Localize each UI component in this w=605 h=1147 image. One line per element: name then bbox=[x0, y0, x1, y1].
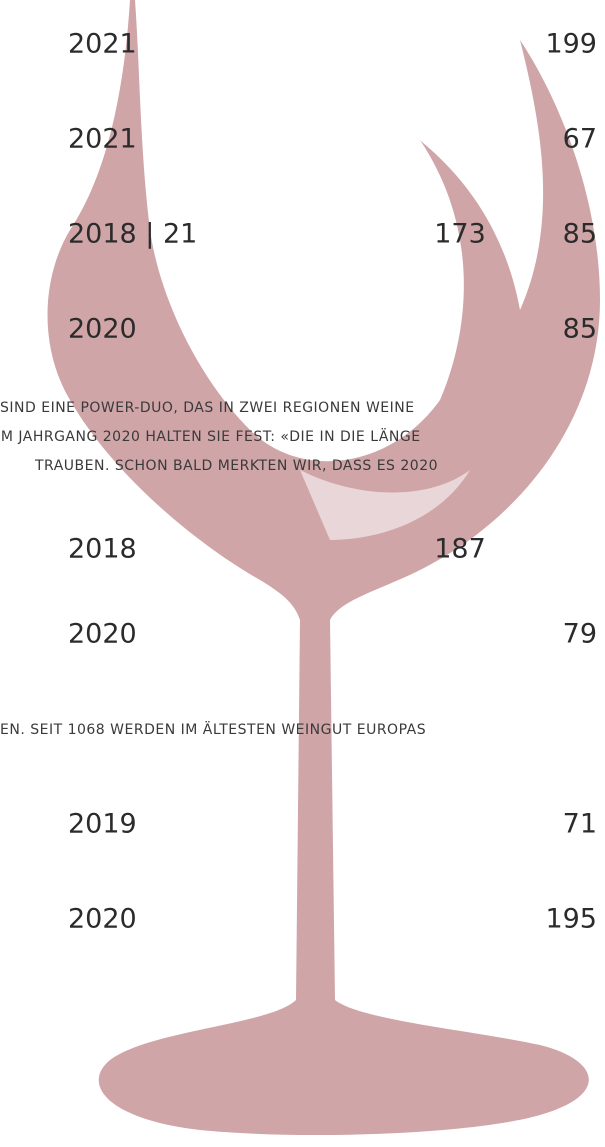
year: 2020 bbox=[68, 904, 137, 935]
price: 71 bbox=[563, 809, 597, 840]
year: 2021 bbox=[68, 29, 137, 60]
price: 85 bbox=[563, 314, 597, 345]
mid-price: 173 bbox=[434, 219, 486, 250]
year: 2018 bbox=[68, 534, 137, 565]
note-line: ZUM JAHRGANG 2020 HALTEN SIE FEST: «DIE … bbox=[0, 427, 421, 445]
mid-price: 187 bbox=[434, 534, 486, 565]
price: 199 bbox=[545, 29, 597, 60]
year: 2021 bbox=[68, 124, 137, 155]
year: 2020 bbox=[68, 314, 137, 345]
year: 2018 | 21 bbox=[68, 219, 197, 250]
price: 79 bbox=[563, 619, 597, 650]
price: 85 bbox=[563, 219, 597, 250]
note-line: EN. SEIT 1068 WERDEN IM ÄLTESTEN WEINGUT… bbox=[0, 720, 426, 738]
note-line: SIND EINE POWER-DUO, DAS IN ZWEI REGIONE… bbox=[0, 400, 415, 416]
year: 2020 bbox=[68, 619, 137, 650]
year: 2019 bbox=[68, 809, 137, 840]
note-line: TRAUBEN. SCHON BALD MERKTEN WIR, DASS ES… bbox=[34, 458, 438, 474]
price: 195 bbox=[545, 904, 597, 935]
wine-glass bbox=[47, 0, 600, 1135]
price: 67 bbox=[563, 124, 597, 155]
